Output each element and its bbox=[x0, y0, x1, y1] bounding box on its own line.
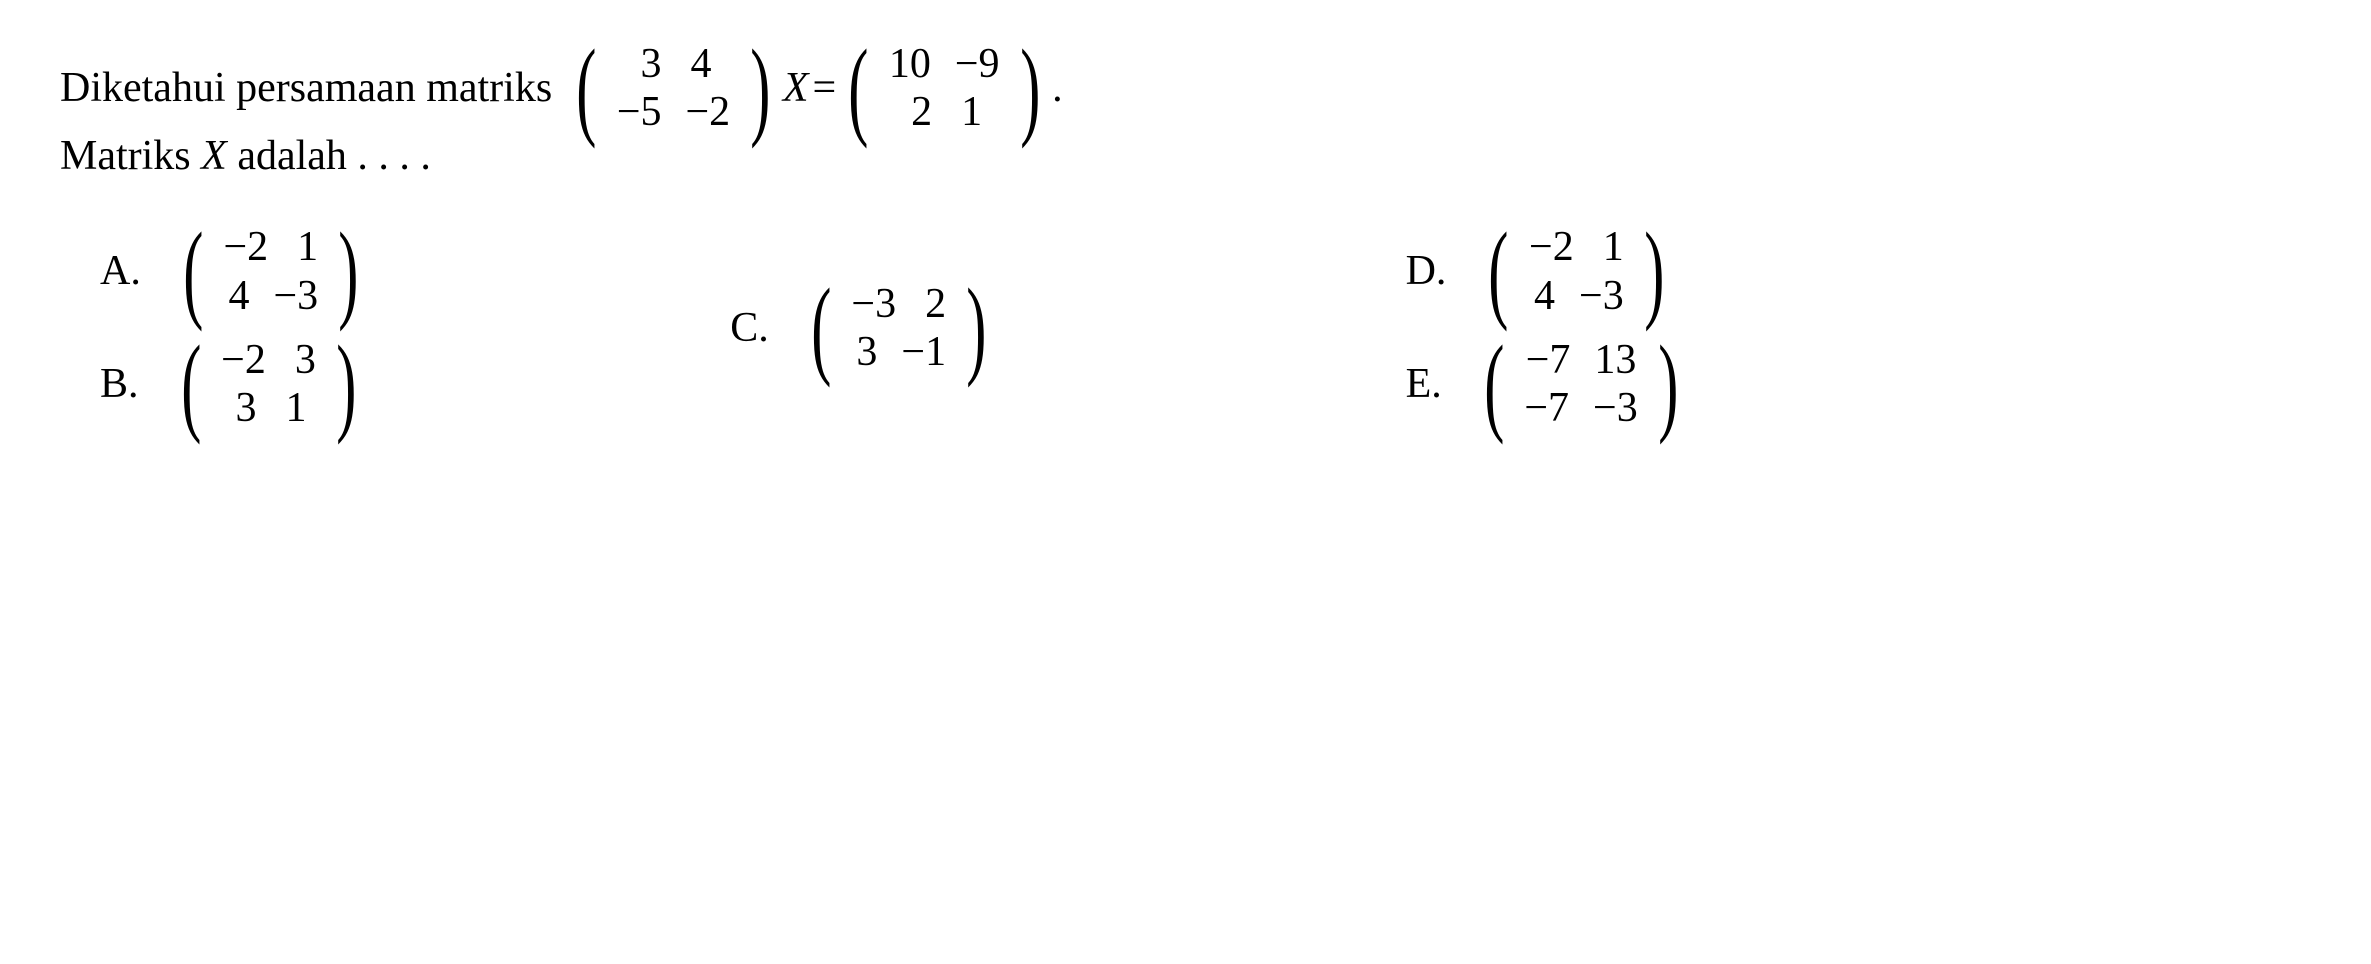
opt-d-r1c1: −2 bbox=[1517, 223, 1586, 271]
option-d-label: D. bbox=[1406, 242, 1447, 301]
opt-c-r2c1: 3 bbox=[839, 328, 889, 376]
option-e-label: E. bbox=[1406, 355, 1442, 414]
question-prefix-text: Diketahui persamaan matriks bbox=[60, 59, 552, 118]
matrix-a-content: 3 4 −5 −2 bbox=[605, 40, 742, 137]
option-c-matrix: ( −3 2 3 −1 ) bbox=[803, 280, 995, 377]
option-b: B. ( −2 3 3 1 ) bbox=[100, 336, 690, 433]
option-c: C. ( −3 2 3 −1 ) bbox=[730, 280, 1365, 377]
left-paren-icon: ( bbox=[576, 53, 596, 125]
left-paren-icon: ( bbox=[1489, 236, 1509, 308]
right-paren-icon: ) bbox=[966, 292, 986, 364]
opt-a-r1c1: −2 bbox=[211, 223, 280, 271]
variable-x: X bbox=[783, 59, 809, 118]
matrix-b-r1c2: −9 bbox=[943, 40, 1012, 88]
matrix-b: ( 10 −9 2 1 ) bbox=[840, 40, 1048, 137]
opt-c-r2c2: −1 bbox=[889, 328, 958, 376]
option-b-matrix: ( −2 3 3 1 ) bbox=[173, 336, 365, 433]
matrix-b-r1c1: 10 bbox=[877, 40, 943, 88]
options-column-2: C. ( −3 2 3 −1 ) bbox=[690, 215, 1365, 440]
right-paren-icon: ) bbox=[1644, 236, 1664, 308]
option-a: A. ( −2 1 4 −3 ) bbox=[100, 223, 690, 320]
question-line-1: Diketahui persamaan matriks ( 3 4 −5 −2 … bbox=[60, 40, 1063, 137]
left-paren-icon: ( bbox=[183, 236, 203, 308]
opt-e-r1c2: 13 bbox=[1582, 336, 1648, 384]
opt-b-r2c2: 1 bbox=[269, 384, 319, 432]
matrix-a: ( 3 4 −5 −2 ) bbox=[568, 40, 779, 137]
opt-e-r2c2: −3 bbox=[1581, 384, 1650, 432]
opt-d-r2c2: −3 bbox=[1567, 272, 1636, 320]
line2-prefix: Matriks bbox=[60, 133, 201, 179]
opt-d-r2c1: 4 bbox=[1517, 272, 1567, 320]
option-c-label: C. bbox=[730, 299, 769, 358]
left-paren-icon: ( bbox=[848, 53, 868, 125]
line2-suffix: adalah . . . . bbox=[227, 133, 431, 179]
opt-d-r1c2: 1 bbox=[1586, 223, 1636, 271]
question-block: Diketahui persamaan matriks ( 3 4 −5 −2 … bbox=[60, 40, 2311, 185]
right-paren-icon: ) bbox=[750, 53, 770, 125]
option-d-matrix: ( −2 1 4 −3 ) bbox=[1480, 223, 1672, 320]
option-a-matrix: ( −2 1 4 −3 ) bbox=[175, 223, 367, 320]
opt-a-r2c1: 4 bbox=[211, 272, 261, 320]
options-container: A. ( −2 1 4 −3 ) B. ( bbox=[60, 215, 2311, 440]
opt-e-r1c1: −7 bbox=[1514, 336, 1583, 384]
option-b-label: B. bbox=[100, 355, 139, 414]
options-column-1: A. ( −2 1 4 −3 ) B. ( bbox=[60, 215, 690, 440]
opt-b-r1c1: −2 bbox=[209, 336, 278, 384]
opt-e-r2c1: −7 bbox=[1512, 384, 1581, 432]
question-line-2: Matriks X adalah . . . . bbox=[60, 127, 2311, 186]
matrix-a-r1c2: 4 bbox=[674, 40, 724, 88]
left-paren-icon: ( bbox=[181, 349, 201, 421]
opt-b-r2c1: 3 bbox=[219, 384, 269, 432]
opt-c-r1c1: −3 bbox=[839, 280, 908, 328]
equals-sign: = bbox=[812, 59, 836, 118]
left-paren-icon: ( bbox=[1484, 349, 1504, 421]
right-paren-icon: ) bbox=[338, 236, 358, 308]
option-d: D. ( −2 1 4 −3 ) bbox=[1406, 223, 2266, 320]
option-a-label: A. bbox=[100, 242, 141, 301]
option-e-matrix: ( −7 13 −7 −3 ) bbox=[1476, 336, 1687, 433]
left-paren-icon: ( bbox=[811, 292, 831, 364]
options-column-3: D. ( −2 1 4 −3 ) E. ( bbox=[1366, 215, 2266, 440]
right-paren-icon: ) bbox=[336, 349, 356, 421]
line2-var: X bbox=[201, 133, 227, 179]
period: . bbox=[1052, 59, 1063, 118]
opt-b-r1c2: 3 bbox=[278, 336, 328, 384]
matrix-a-r1c1: 3 bbox=[624, 40, 674, 88]
opt-a-r2c2: −3 bbox=[261, 272, 330, 320]
right-paren-icon: ) bbox=[1658, 349, 1678, 421]
option-e: E. ( −7 13 −7 −3 ) bbox=[1406, 336, 2266, 433]
opt-c-r1c2: 2 bbox=[908, 280, 958, 328]
right-paren-icon: ) bbox=[1020, 53, 1040, 125]
opt-a-r1c2: 1 bbox=[280, 223, 330, 271]
matrix-b-content: 10 −9 2 1 bbox=[877, 40, 1012, 137]
